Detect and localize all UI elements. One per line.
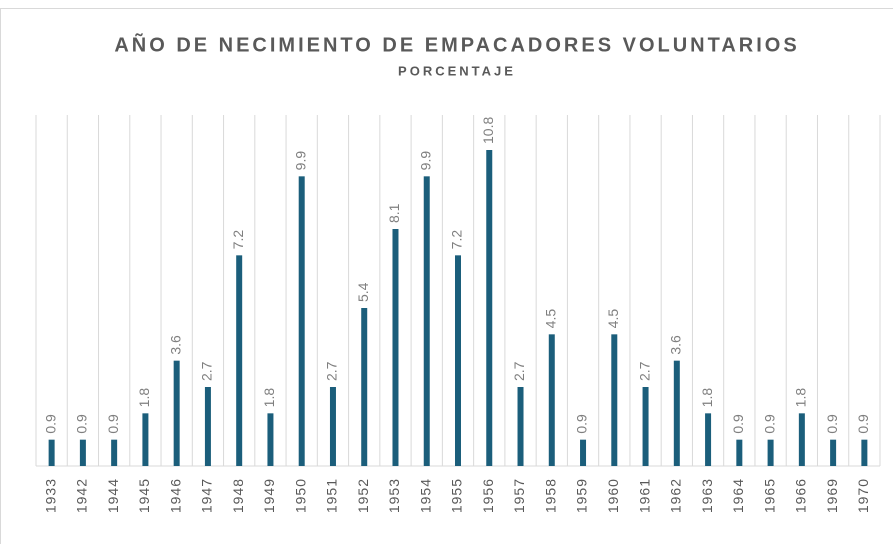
bar bbox=[111, 439, 118, 466]
bar bbox=[486, 150, 493, 466]
x-tick-label: 1950 bbox=[292, 478, 308, 513]
data-label: 0.9 bbox=[730, 414, 746, 434]
x-tick-label: 1961 bbox=[636, 478, 652, 513]
x-tick-label: 1949 bbox=[261, 478, 277, 513]
data-label: 2.7 bbox=[324, 361, 340, 381]
x-tick-label: 1947 bbox=[199, 478, 215, 513]
x-tick-label: 1933 bbox=[42, 478, 58, 513]
bar bbox=[767, 439, 774, 466]
x-tick-label: 1955 bbox=[449, 478, 465, 513]
x-tick-label: 1957 bbox=[511, 478, 527, 513]
data-label: 3.6 bbox=[167, 335, 183, 355]
data-label: 5.4 bbox=[355, 282, 371, 302]
data-label: 9.9 bbox=[292, 151, 308, 171]
data-label: 7.2 bbox=[449, 230, 465, 250]
x-tick-label: 1964 bbox=[730, 478, 746, 513]
data-label: 0.9 bbox=[761, 414, 777, 434]
data-label: 7.2 bbox=[230, 230, 246, 250]
bar bbox=[361, 308, 368, 466]
data-label: 2.7 bbox=[636, 361, 652, 381]
x-tick-label: 1962 bbox=[668, 478, 684, 513]
x-tick-label: 1960 bbox=[605, 478, 621, 513]
data-label: 1.8 bbox=[136, 388, 152, 408]
x-tick-label: 1946 bbox=[167, 478, 183, 513]
data-label: 10.8 bbox=[480, 117, 496, 144]
data-label: 4.5 bbox=[605, 309, 621, 329]
bar bbox=[204, 387, 211, 466]
bar bbox=[236, 255, 243, 466]
bar bbox=[736, 439, 743, 466]
data-label: 0.9 bbox=[855, 414, 871, 434]
x-tick-label: 1944 bbox=[105, 478, 121, 513]
data-label: 0.9 bbox=[574, 414, 590, 434]
chart-subtitle: PORCENTAJE bbox=[398, 63, 516, 78]
x-tick-label: 1966 bbox=[793, 478, 809, 513]
bar bbox=[673, 360, 680, 466]
x-tick-label: 1958 bbox=[542, 478, 558, 513]
bar bbox=[517, 387, 524, 466]
bar bbox=[798, 413, 805, 466]
x-tick-label: 1953 bbox=[386, 478, 402, 513]
bar bbox=[830, 439, 837, 466]
bar bbox=[173, 360, 180, 466]
data-label: 1.8 bbox=[261, 388, 277, 408]
x-tick-label: 1945 bbox=[136, 478, 152, 513]
data-label: 8.1 bbox=[386, 203, 402, 223]
bar bbox=[79, 439, 86, 466]
bar bbox=[392, 229, 399, 466]
data-label: 0.9 bbox=[74, 414, 90, 434]
x-tick-label: 1959 bbox=[574, 478, 590, 513]
bar bbox=[455, 255, 461, 466]
bar bbox=[142, 413, 149, 466]
bar bbox=[298, 176, 305, 467]
data-label: 0.9 bbox=[824, 414, 840, 434]
bar bbox=[548, 334, 555, 466]
x-tick-label: 1948 bbox=[230, 478, 246, 513]
chart-border bbox=[0, 8, 893, 544]
bar bbox=[423, 176, 430, 467]
x-tick-label: 1965 bbox=[761, 478, 777, 513]
chart-title: AÑO DE NECIMIENTO DE EMPACADORES VOLUNTA… bbox=[114, 33, 799, 56]
bar bbox=[611, 334, 618, 466]
bar bbox=[580, 439, 587, 466]
data-label: 1.8 bbox=[699, 388, 715, 408]
bar bbox=[642, 387, 649, 466]
bar bbox=[329, 387, 336, 466]
bar bbox=[267, 413, 274, 466]
x-tick-label: 1942 bbox=[74, 478, 90, 513]
data-label: 1.8 bbox=[793, 388, 809, 408]
bar bbox=[705, 413, 712, 466]
data-label: 2.7 bbox=[511, 361, 527, 381]
x-tick-label: 1970 bbox=[855, 478, 871, 513]
x-tick-label: 1951 bbox=[324, 478, 340, 513]
data-label: 0.9 bbox=[105, 414, 121, 434]
x-tick-label: 1963 bbox=[699, 478, 715, 513]
data-label: 4.5 bbox=[542, 309, 558, 329]
x-tick-label: 1956 bbox=[480, 478, 496, 513]
x-tick-label: 1954 bbox=[417, 478, 433, 513]
data-label: 0.9 bbox=[42, 414, 58, 434]
data-label: 3.6 bbox=[668, 335, 684, 355]
x-tick-label: 1969 bbox=[824, 478, 840, 513]
bar bbox=[861, 439, 868, 466]
data-label: 2.7 bbox=[199, 361, 215, 381]
x-tick-label: 1952 bbox=[355, 478, 371, 513]
data-label: 9.9 bbox=[417, 151, 433, 171]
bar bbox=[48, 439, 55, 466]
